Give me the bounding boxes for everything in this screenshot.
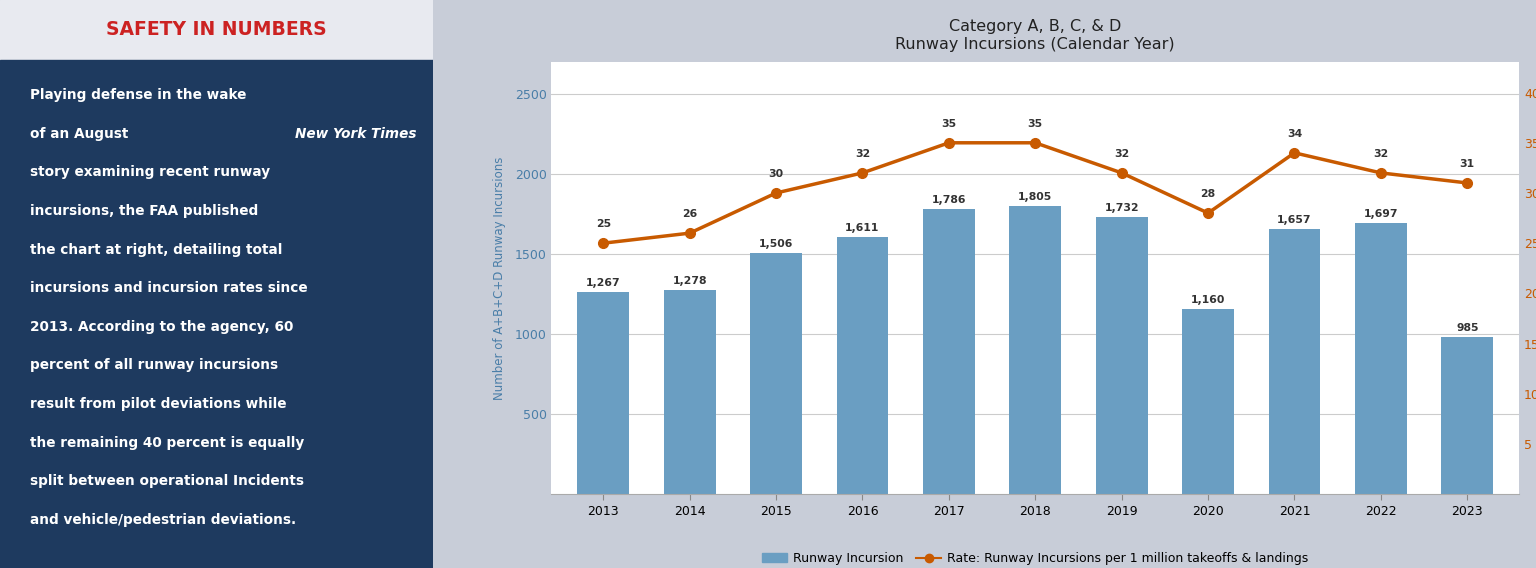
Bar	[1095, 217, 1147, 494]
Bar	[837, 237, 888, 494]
Text: SAFETY IN NUMBERS: SAFETY IN NUMBERS	[106, 20, 327, 39]
Text: incursions and incursion rates since: incursions and incursion rates since	[31, 281, 307, 295]
Text: 32: 32	[1373, 149, 1389, 159]
Text: Playing defense in the wake: Playing defense in the wake	[31, 88, 247, 102]
Bar	[923, 208, 975, 494]
Text: 1,786: 1,786	[932, 195, 966, 204]
Text: of an August: of an August	[31, 127, 134, 141]
Bar	[750, 253, 802, 494]
Text: 985: 985	[1456, 323, 1479, 333]
Text: the remaining 40 percent is equally: the remaining 40 percent is equally	[31, 436, 304, 450]
Text: 2013. According to the agency, 60: 2013. According to the agency, 60	[31, 320, 293, 334]
Text: 1,611: 1,611	[845, 223, 880, 232]
Y-axis label: Number of A+B+C+D Runway Incursions: Number of A+B+C+D Runway Incursions	[493, 157, 507, 400]
Bar	[664, 290, 716, 494]
Text: 1,657: 1,657	[1278, 215, 1312, 225]
Text: 35: 35	[942, 119, 957, 129]
Text: 1,160: 1,160	[1190, 295, 1226, 304]
Text: 31: 31	[1459, 159, 1475, 169]
Legend: Runway Incursion, Rate: Runway Incursions per 1 million takeoffs & landings: Runway Incursion, Rate: Runway Incursion…	[757, 547, 1313, 568]
Text: 28: 28	[1201, 189, 1215, 199]
Text: 1,506: 1,506	[759, 239, 793, 249]
Text: New York Times: New York Times	[295, 127, 416, 141]
Text: 1,278: 1,278	[673, 276, 707, 286]
Bar	[1355, 223, 1407, 494]
Bar	[0, 0, 433, 60]
Text: the chart at right, detailing total: the chart at right, detailing total	[31, 243, 283, 257]
Text: 34: 34	[1287, 129, 1303, 139]
Text: result from pilot deviations while: result from pilot deviations while	[31, 397, 287, 411]
Text: 1,732: 1,732	[1104, 203, 1140, 213]
Title: Category A, B, C, & D
Runway Incursions (Calendar Year): Category A, B, C, & D Runway Incursions …	[895, 19, 1175, 52]
Text: percent of all runway incursions: percent of all runway incursions	[31, 358, 278, 373]
Text: 1,697: 1,697	[1364, 209, 1398, 219]
Text: incursions, the FAA published: incursions, the FAA published	[31, 204, 258, 218]
Text: 25: 25	[596, 219, 611, 229]
Bar	[1009, 206, 1061, 494]
Text: 26: 26	[682, 209, 697, 219]
Bar	[1441, 337, 1493, 494]
Text: and vehicle/pedestrian deviations.: and vehicle/pedestrian deviations.	[31, 513, 296, 527]
Text: 30: 30	[768, 169, 783, 179]
Bar	[0, 60, 433, 568]
Text: 1,267: 1,267	[585, 278, 621, 287]
Bar	[1269, 229, 1321, 494]
Bar	[1183, 308, 1233, 494]
Text: split between operational Incidents: split between operational Incidents	[31, 474, 304, 488]
Text: 35: 35	[1028, 119, 1043, 129]
Text: story examining recent runway: story examining recent runway	[31, 165, 270, 179]
Text: 1,805: 1,805	[1018, 191, 1052, 202]
Bar	[578, 291, 630, 494]
Text: 32: 32	[1114, 149, 1129, 159]
Text: 32: 32	[856, 149, 869, 159]
